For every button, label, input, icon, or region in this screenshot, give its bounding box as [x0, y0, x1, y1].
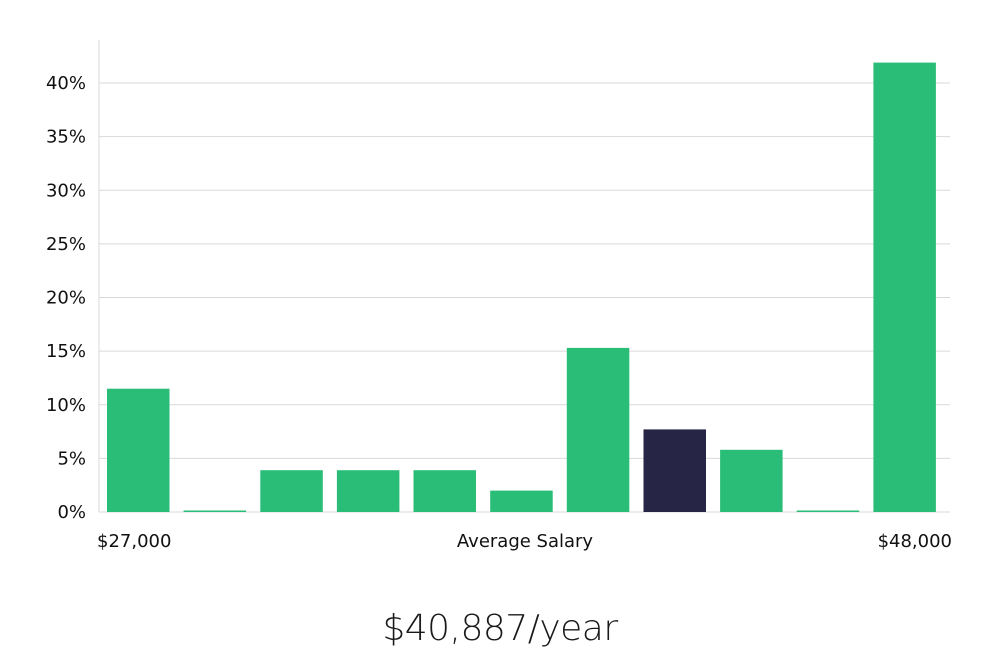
- y-tick-label: 15%: [46, 341, 86, 362]
- y-tick-label: 40%: [46, 73, 86, 94]
- bars: [107, 62, 936, 512]
- salary-distribution-chart: 0% 5% 10% 15% 20% 25% 30% 35% 40% $27,000 Averag…: [46, 40, 952, 552]
- gridlines: [99, 82, 950, 513]
- bar: [796, 510, 860, 512]
- y-tick-label: 0%: [57, 502, 86, 523]
- y-tick-label: 35%: [46, 127, 86, 148]
- bar: [336, 470, 400, 512]
- y-tick-label: 5%: [57, 448, 86, 469]
- bar: [490, 490, 553, 512]
- y-tick-labels: 0% 5% 10% 15% 20% 25% 30% 35% 40%: [46, 73, 86, 523]
- x-axis-label: Average Salary: [457, 531, 594, 552]
- bar-highlighted: [643, 429, 706, 512]
- y-tick-label: 20%: [46, 288, 86, 309]
- bar: [260, 470, 323, 512]
- bar: [183, 510, 247, 512]
- bar: [107, 388, 170, 512]
- average-salary-value: $40,887/year: [382, 608, 618, 649]
- x-min-label: $27,000: [97, 531, 171, 552]
- bar: [566, 347, 630, 512]
- bar: [873, 62, 936, 512]
- y-tick-label: 30%: [46, 180, 86, 201]
- x-max-label: $48,000: [878, 531, 952, 552]
- bar: [720, 449, 783, 512]
- y-tick-label: 25%: [46, 234, 86, 255]
- y-tick-label: 10%: [46, 395, 86, 416]
- bar: [413, 470, 476, 512]
